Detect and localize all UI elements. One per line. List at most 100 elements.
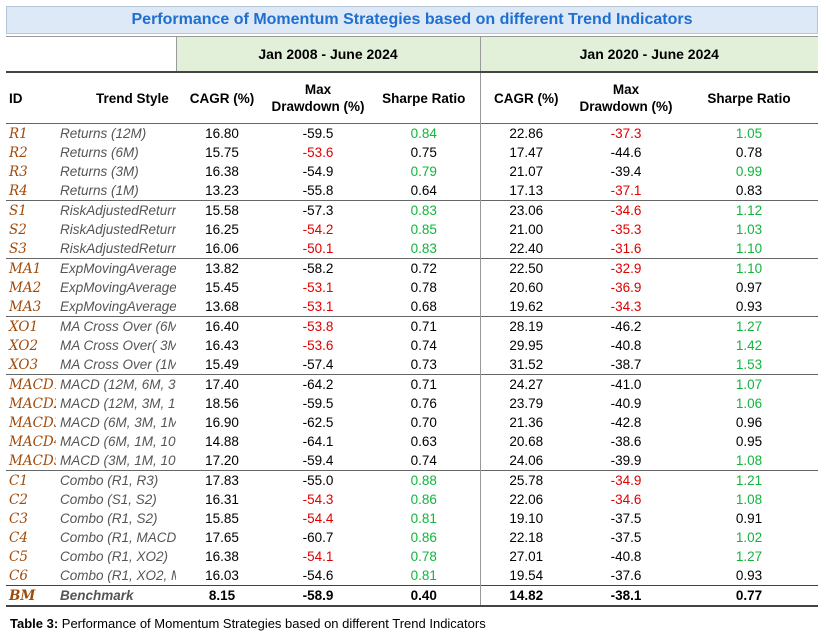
sharpe-2020: 1.05 [680,124,818,144]
maxdd-2020: -37.3 [572,124,680,144]
cagr-2008: 16.80 [176,124,268,144]
cagr-2020: 23.06 [480,201,572,221]
maxdd-2020: -44.6 [572,143,680,162]
sharpe-2008: 0.81 [368,566,480,586]
row-id: MA1 [6,259,56,279]
header-maxdd-1: Max Drawdown (%) [268,72,368,124]
benchmark-sharpe-2020: 0.77 [680,586,818,607]
sharpe-2020: 1.27 [680,317,818,337]
maxdd-2008: -54.4 [268,509,368,528]
maxdd-2020: -34.6 [572,201,680,221]
sharpe-2008: 0.71 [368,317,480,337]
performance-table: Jan 2008 - June 2024 Jan 2020 - June 202… [6,36,818,607]
maxdd-2008: -50.1 [268,239,368,259]
maxdd-2020: -35.3 [572,220,680,239]
row-trend-style: Returns (12M) [56,124,176,144]
sharpe-2008: 0.70 [368,413,480,432]
row-id: C3 [6,509,56,528]
row-id: XO3 [6,355,56,375]
maxdd-2020: -37.5 [572,528,680,547]
cagr-2020: 22.18 [480,528,572,547]
sharpe-2008: 0.72 [368,259,480,279]
sharpe-2008: 0.88 [368,471,480,491]
cagr-2020: 21.00 [480,220,572,239]
cagr-2020: 17.47 [480,143,572,162]
table-row: MACD1 MACD (12M, 6M, 3 17.40 -64.2 0.71 24.27… [6,375,818,395]
sharpe-2020: 0.93 [680,566,818,586]
maxdd-2008: -59.5 [268,124,368,144]
sharpe-2008: 0.85 [368,220,480,239]
table-row: C1 Combo (R1, R3) 17.83 -55.0 0.88 25.78 -34.9… [6,471,818,491]
row-trend-style: MACD (12M, 3M, 1 [56,394,176,413]
table-row: MA1 ExpMovingAverage 13.82 -58.2 0.72 22.50 -3… [6,259,818,279]
sharpe-2020: 1.08 [680,451,818,471]
header-cagr-2: CAGR (%) [480,72,572,124]
sharpe-2008: 0.83 [368,239,480,259]
maxdd-2020: -40.8 [572,336,680,355]
table-row: R4 Returns (1M) 13.23 -55.8 0.64 17.13 -37.1 0.… [6,181,818,201]
header-maxdd-2: Max Drawdown (%) [572,72,680,124]
row-trend-style: RiskAdjustedReturn [56,239,176,259]
cagr-2008: 16.03 [176,566,268,586]
maxdd-2020: -39.4 [572,162,680,181]
header-cagr-1: CAGR (%) [176,72,268,124]
cagr-2020: 22.86 [480,124,572,144]
maxdd-2008: -53.1 [268,297,368,317]
sharpe-2020: 1.03 [680,220,818,239]
row-trend-style: ExpMovingAverage [56,259,176,279]
maxdd-2008: -55.0 [268,471,368,491]
table-row: MACD5 MACD (3M, 1M, 10 17.20 -59.4 0.74 24.06… [6,451,818,471]
table-title: Performance of Momentum Strategies based… [6,6,818,34]
cagr-2020: 19.54 [480,566,572,586]
row-trend-style: MACD (6M, 1M, 10 [56,432,176,451]
maxdd-2008: -62.5 [268,413,368,432]
row-trend-style: MACD (12M, 6M, 3 [56,375,176,395]
row-trend-style: RiskAdjustedReturn [56,201,176,221]
cagr-2008: 16.38 [176,547,268,566]
row-id: S3 [6,239,56,259]
sharpe-2008: 0.64 [368,181,480,201]
maxdd-2008: -55.8 [268,181,368,201]
row-id: C6 [6,566,56,586]
cagr-2020: 21.36 [480,413,572,432]
maxdd-2008: -59.4 [268,451,368,471]
cagr-2008: 16.43 [176,336,268,355]
sharpe-2008: 0.83 [368,201,480,221]
cagr-2008: 18.56 [176,394,268,413]
cagr-2020: 25.78 [480,471,572,491]
cagr-2020: 31.52 [480,355,572,375]
sharpe-2020: 0.91 [680,509,818,528]
maxdd-2020: -32.9 [572,259,680,279]
sharpe-2020: 1.08 [680,490,818,509]
maxdd-2008: -54.9 [268,162,368,181]
benchmark-style: Benchmark [56,586,176,607]
cagr-2008: 16.38 [176,162,268,181]
sharpe-2020: 0.97 [680,278,818,297]
sharpe-2020: 1.06 [680,394,818,413]
cagr-2008: 15.75 [176,143,268,162]
maxdd-2020: -31.6 [572,239,680,259]
cagr-2020: 22.50 [480,259,572,279]
maxdd-2008: -58.2 [268,259,368,279]
column-header-row: ID Trend Style CAGR (%) Max Drawdown (%) … [6,72,818,124]
row-id: R4 [6,181,56,201]
header-id: ID [6,72,56,124]
row-id: C5 [6,547,56,566]
maxdd-2020: -34.3 [572,297,680,317]
row-id: C4 [6,528,56,547]
cagr-2008: 16.90 [176,413,268,432]
row-trend-style: Combo (R1, S2) [56,509,176,528]
table-row: MA3 ExpMovingAverage 13.68 -53.1 0.68 19.62 -3… [6,297,818,317]
maxdd-2020: -34.6 [572,490,680,509]
cagr-2008: 15.45 [176,278,268,297]
benchmark-id: BM [6,586,56,607]
sharpe-2008: 0.79 [368,162,480,181]
row-trend-style: Returns (1M) [56,181,176,201]
header-sharpe-2: Sharpe Ratio [680,72,818,124]
benchmark-cagr-2008: 8.15 [176,586,268,607]
cagr-2008: 15.49 [176,355,268,375]
cagr-2008: 17.65 [176,528,268,547]
cagr-2020: 29.95 [480,336,572,355]
table-row: C6 Combo (R1, XO2, M 16.03 -54.6 0.81 19.54 -3… [6,566,818,586]
table-row: S1 RiskAdjustedReturn 15.58 -57.3 0.83 23.06 -… [6,201,818,221]
